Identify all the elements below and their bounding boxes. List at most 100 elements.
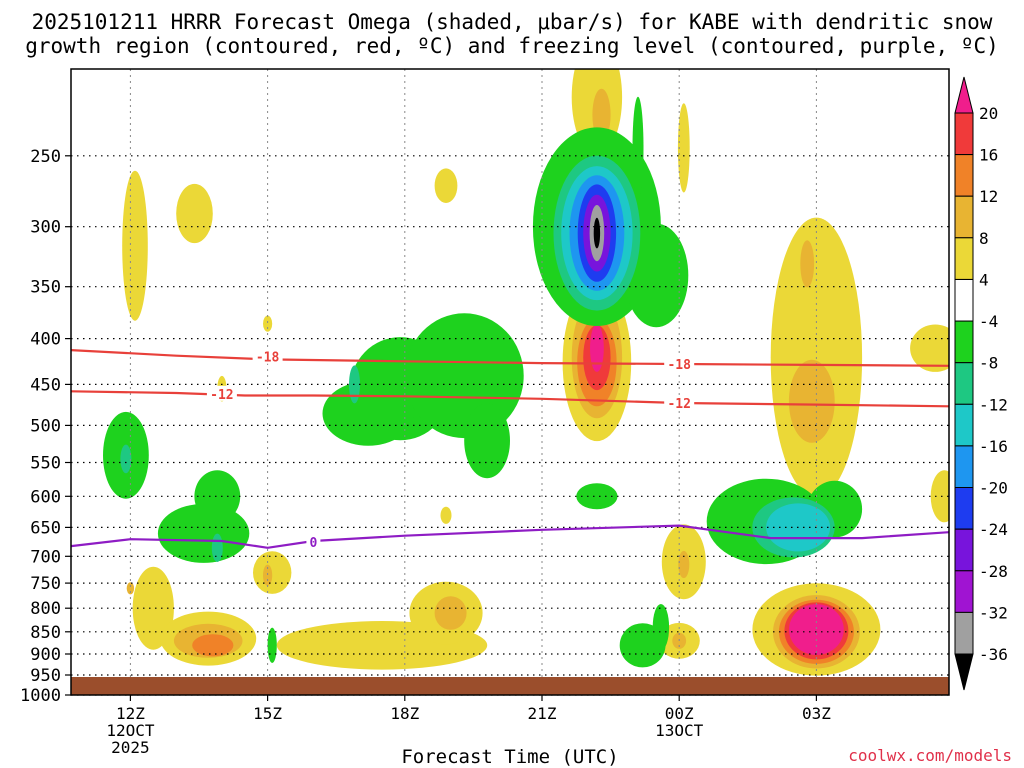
colorbar-bin [954, 403, 974, 447]
x-tick-label: 00Z [665, 704, 694, 723]
colorbar-label: 4 [979, 271, 989, 290]
colorbar-top-arrow [954, 76, 974, 114]
omega-region-pos-8 [434, 596, 467, 630]
omega-region-pos-4 [930, 470, 949, 523]
omega-region-pos-8 [800, 240, 815, 288]
colorbar-label: -16 [979, 437, 1008, 456]
ground-surface [71, 677, 949, 695]
y-tick-label: 700 [30, 547, 61, 567]
omega-region-pos-20 [789, 604, 844, 655]
omega-region-pos-12 [192, 634, 234, 657]
omega-region-pos-8 [788, 359, 835, 443]
plot-frame [70, 68, 950, 696]
colorbar-label: -36 [979, 645, 1008, 664]
colorbar-label: -28 [979, 562, 1008, 581]
omega-region-neg-4 [194, 470, 241, 523]
omega-region-neg-4 [576, 483, 618, 510]
omega-region-neg-4 [624, 223, 689, 328]
x-tick-label: 21Z [528, 704, 557, 723]
chart-title-line-1: 2025101211 HRRR Forecast Omega (shaded, … [31, 10, 993, 34]
colorbar-label: -4 [979, 312, 998, 331]
omega-region-neg-36 [593, 217, 601, 249]
x-tick-label: 15Z [253, 704, 282, 723]
colorbar-label: -12 [979, 395, 1008, 414]
colorbar-label: 16 [979, 146, 998, 165]
x-axis-title: Forecast Time (UTC) [401, 746, 619, 768]
y-tick-label: 350 [30, 278, 61, 298]
omega-region-neg-4 [267, 627, 277, 663]
omega-region-neg-8 [120, 444, 132, 474]
contour-dgz_-12 [71, 390, 949, 408]
contour-label-dgz_-12: -12 [210, 388, 233, 403]
omega-region-neg-4 [632, 96, 644, 199]
omega-region-pos-4 [263, 315, 273, 332]
y-tick-label: 1000 [20, 686, 61, 706]
y-tick-label: 550 [30, 454, 61, 474]
omega-region-pos-4 [176, 183, 213, 244]
colorbar-bin [954, 362, 974, 405]
contour-label-dgz_-18: -18 [256, 351, 280, 366]
colorbar-label: 8 [979, 229, 989, 248]
contour-label-freezing_0: 0 [309, 536, 317, 551]
y-tick-label: 750 [30, 574, 61, 594]
y-tick-label: 250 [30, 147, 61, 167]
y-tick-label: 900 [30, 645, 61, 665]
contour-label-bg [664, 395, 695, 410]
x-tick-year: 2025 [111, 738, 150, 757]
y-tick-label: 800 [30, 599, 61, 619]
colorbar-bottom-arrow [954, 653, 974, 691]
contour-dgz_-18 [71, 349, 949, 367]
y-tick-label: 400 [30, 330, 61, 350]
contour-freezing_0 [71, 524, 949, 549]
omega-region-pos-4 [253, 551, 292, 594]
omega-region-pos-8 [126, 582, 135, 595]
omega-region-pos-8 [678, 550, 690, 579]
colorbar-bin [954, 195, 974, 239]
y-tick-label: 850 [30, 623, 61, 643]
omega-region-pos-4 [122, 170, 148, 321]
x-tick-label: 03Z [802, 704, 831, 723]
y-tick-label: 450 [30, 375, 61, 395]
colorbar-bin [954, 445, 974, 488]
colorbar-label: -20 [979, 479, 1008, 498]
colorbar-label: -8 [979, 354, 998, 373]
y-tick-label: 300 [30, 218, 61, 238]
y-tick-label: 500 [30, 416, 61, 436]
contour-label-bg [664, 356, 695, 371]
colorbar-bin [954, 279, 974, 322]
x-tick-date: 12OCT [106, 721, 155, 740]
colorbar-label: 12 [979, 187, 998, 206]
colorbar-bin [954, 487, 974, 530]
contour-label-dgz_-12: -12 [667, 397, 690, 412]
colorbar-bin [954, 154, 974, 197]
colorbar-label: 20 [979, 104, 998, 123]
omega-region-pos-4 [434, 168, 458, 203]
y-axis: 2503003504004505005506006507007508008509… [20, 147, 71, 706]
colorbar-bin [954, 570, 974, 613]
omega-region-neg-4 [652, 604, 670, 651]
colorbar-bin [954, 320, 974, 364]
y-tick-label: 950 [30, 666, 61, 686]
colorbar-bin [954, 528, 974, 572]
omega-region-pos-8 [263, 564, 273, 586]
y-tick-label: 650 [30, 518, 61, 538]
omega-region-pos-4 [440, 506, 452, 524]
colorbar-bin [954, 611, 974, 655]
omega-region-pos-4 [910, 324, 949, 372]
x-tick-label: 18Z [390, 704, 419, 723]
contour-label-bg [306, 534, 321, 550]
credit-link[interactable]: coolwx.com/models [848, 746, 1012, 765]
y-tick-label: 600 [30, 487, 61, 507]
colorbar-bin [954, 112, 974, 156]
contour-label-bg [206, 385, 237, 401]
x-tick-label: 12Z [116, 704, 145, 723]
omega-region-pos-20 [590, 324, 604, 372]
contour-label-dgz_-18: -18 [667, 358, 691, 373]
contour-lines: -18 -18 -12 -12 0 [71, 348, 949, 551]
omega-region-neg-4 [464, 403, 510, 479]
colorbar-bin [954, 237, 974, 280]
colorbar: 20 16 12 8 4 -4 -8 -12 -16 -20 -24 -28 -32 -36 [954, 76, 1008, 691]
chart-title-line-2: growth region (contoured, red, ºC) and f… [25, 34, 999, 58]
